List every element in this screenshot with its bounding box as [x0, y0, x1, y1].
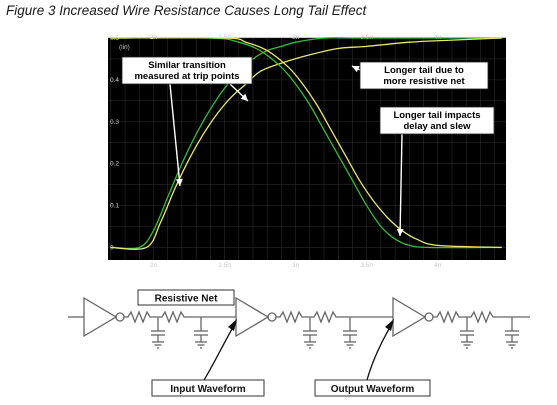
- resistor-1b: [158, 312, 194, 322]
- capacitor-1a: [151, 317, 165, 348]
- resistor-3b: [467, 312, 500, 322]
- output-waveform-arrow: [367, 322, 393, 380]
- output-waveform-label: Output Waveform: [331, 384, 415, 395]
- output-waveform-callout: Output Waveform: [315, 380, 430, 396]
- capacitor-3a: [460, 317, 474, 348]
- input-waveform-arrow: [204, 322, 236, 380]
- resistive-net-label: Resistive Net: [155, 294, 218, 305]
- resistor-2b: [310, 312, 340, 322]
- capacitor-2b: [343, 317, 357, 348]
- buffer-3: [393, 298, 425, 336]
- resistive-net-callout: Resistive Net: [138, 290, 234, 305]
- buffer-2: [236, 298, 268, 336]
- capacitor-3b: [505, 317, 519, 348]
- input-waveform-callout: Input Waveform: [152, 380, 264, 396]
- resistor-2a: [276, 312, 310, 322]
- capacitor-2a: [303, 317, 317, 348]
- input-waveform-label: Input Waveform: [170, 384, 245, 395]
- resistor-1a: [124, 312, 158, 322]
- buffer-1: [84, 298, 116, 336]
- capacitor-1b: [194, 317, 208, 348]
- resistor-3a: [433, 312, 467, 322]
